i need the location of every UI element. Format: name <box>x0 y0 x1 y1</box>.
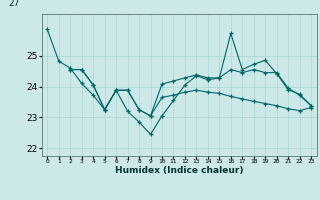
X-axis label: Humidex (Indice chaleur): Humidex (Indice chaleur) <box>115 166 244 175</box>
Text: 27: 27 <box>8 0 20 8</box>
